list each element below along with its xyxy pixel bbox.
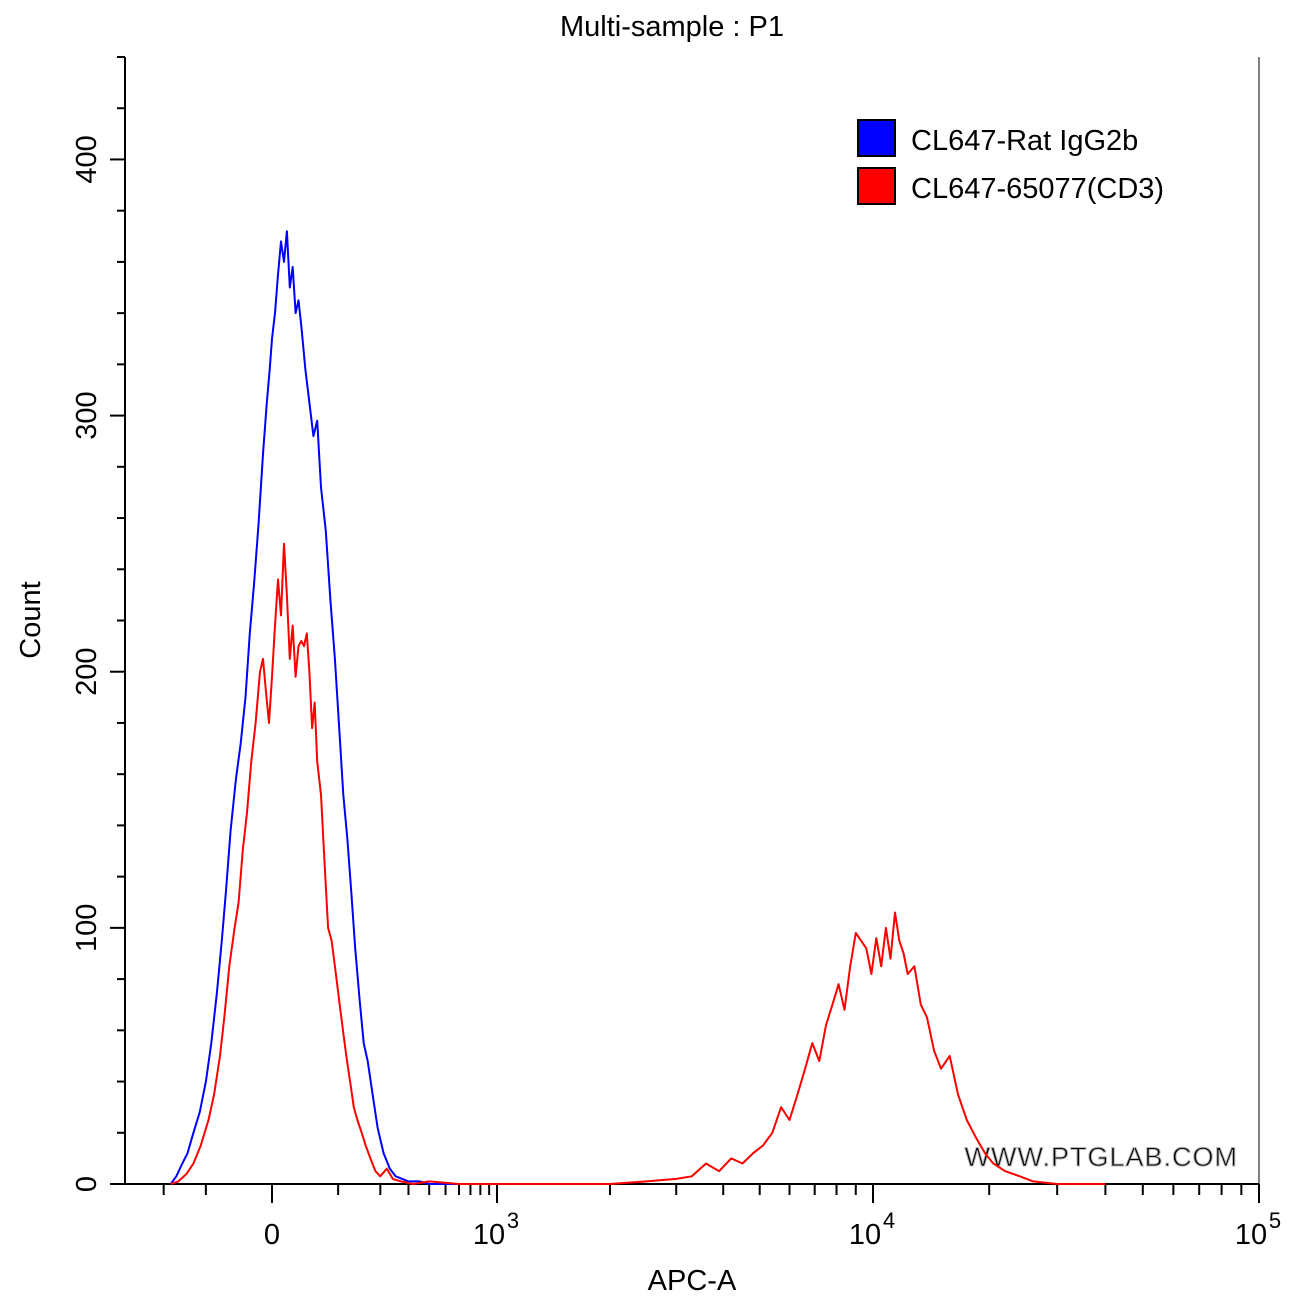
legend: CL647-Rat IgG2b CL647-65077(CD3) [857,119,1164,205]
y-tick-label: 100 [71,904,103,952]
svg-text:10: 10 [849,1219,881,1251]
svg-text:5: 5 [1269,1208,1281,1233]
series-line-2 [170,542,1106,1185]
chart-title: Multi-sample : P1 [560,11,784,43]
series-layer [169,230,1106,1185]
legend-swatch [857,119,896,157]
x-tick-label: 0 [264,1219,280,1251]
legend-label: CL647-65077(CD3) [911,173,1164,205]
svg-text:3: 3 [507,1208,519,1233]
svg-text:4: 4 [883,1208,895,1233]
x-axis: 0 10 3 10 4 10 5 [162,1184,1281,1251]
y-tick-label: 200 [71,648,103,696]
y-axis: 0 100 200 300 400 [71,56,125,1192]
svg-text:10: 10 [473,1219,505,1251]
legend-swatch [857,167,896,205]
watermark-text: WWW.PTGLAB.COM [965,1142,1239,1172]
legend-label: CL647-Rat IgG2b [911,125,1138,157]
x-tick-label: 10 4 [849,1208,895,1251]
svg-text:0: 0 [264,1219,280,1251]
x-tick-label: 10 3 [473,1208,519,1251]
y-tick-label: 400 [71,135,103,183]
x-tick-label: 10 5 [1235,1208,1281,1251]
y-tick-label: 0 [71,1176,103,1192]
series-line-1 [169,230,610,1185]
x-axis-label: APC-A [648,1265,737,1297]
y-axis-label: Count [15,581,47,658]
svg-text:10: 10 [1235,1219,1267,1251]
y-tick-label: 300 [71,391,103,439]
